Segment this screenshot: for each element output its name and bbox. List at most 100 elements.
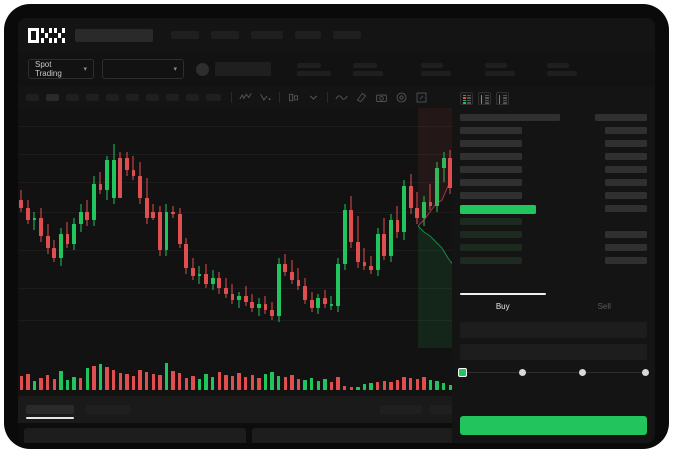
timeframe-30m[interactable]	[86, 93, 99, 101]
price-chart[interactable]	[18, 108, 480, 348]
candle	[151, 108, 156, 348]
market-type-dropdown[interactable]: Spot Trading ▾	[28, 59, 94, 79]
timeframe-more[interactable]	[206, 93, 221, 101]
slider-step-1[interactable]	[518, 369, 526, 376]
order-price-field[interactable]	[460, 322, 647, 338]
volume-bar	[329, 382, 334, 390]
pair-selector-dropdown[interactable]: ▾	[102, 59, 184, 79]
bottom-tab-order-history[interactable]	[86, 396, 130, 423]
header-nav	[171, 31, 361, 39]
orderbook-row[interactable]	[460, 114, 560, 121]
nav-item-5[interactable]	[333, 31, 361, 39]
orderbook-row[interactable]	[460, 192, 522, 199]
candle	[395, 108, 400, 348]
candle	[65, 108, 70, 348]
slider-step-3[interactable]	[641, 369, 649, 376]
volume-bar	[343, 386, 347, 390]
bottom-action-1[interactable]	[380, 405, 422, 414]
nav-item-1[interactable]	[171, 31, 199, 39]
market-type-label: Spot Trading	[35, 60, 62, 78]
candle	[263, 108, 268, 348]
orderbook-row[interactable]	[460, 257, 522, 264]
bottom-panel-left[interactable]	[24, 428, 246, 443]
candlestick-series	[18, 108, 480, 348]
line-tool-icon[interactable]	[335, 91, 348, 104]
timeframe-5m[interactable]	[46, 93, 59, 101]
candle	[144, 108, 149, 348]
pair-avatar	[196, 62, 209, 76]
orderbook-row[interactable]	[460, 218, 522, 225]
volume-bar	[349, 387, 353, 390]
candle	[184, 108, 189, 348]
place-buy-order-button[interactable]	[460, 416, 647, 435]
orderbook-row[interactable]	[460, 231, 522, 238]
orderbook-row[interactable]	[460, 153, 522, 160]
orderbook-mode-asks[interactable]	[496, 92, 509, 105]
slider-track	[464, 372, 643, 373]
amount-percent-slider[interactable]	[457, 366, 649, 380]
candle	[441, 108, 446, 348]
orderbook-row[interactable]	[460, 127, 522, 134]
undo-icon[interactable]	[307, 91, 320, 104]
eraser-icon[interactable]	[355, 91, 368, 104]
order-form	[452, 322, 655, 380]
volume-bar	[395, 380, 400, 390]
orderbook-row[interactable]	[460, 244, 522, 251]
fullscreen-icon[interactable]	[415, 91, 428, 104]
orderbook-row[interactable]	[460, 179, 522, 186]
orderbook-mode-both[interactable]	[460, 92, 473, 105]
orderbook-row[interactable]	[460, 140, 522, 147]
timeframe-15m[interactable]	[66, 93, 79, 101]
orderbook-row-highlighted[interactable]	[460, 205, 536, 214]
timeframe-1d[interactable]	[146, 93, 159, 101]
bottom-action-2[interactable]	[430, 405, 472, 414]
candle	[138, 108, 142, 348]
orderbook-rows[interactable]	[452, 110, 655, 298]
volume-bar	[204, 374, 208, 390]
nav-item-4[interactable]	[295, 31, 321, 39]
candle	[171, 108, 175, 348]
okx-logo[interactable]	[28, 27, 65, 43]
candle	[118, 108, 123, 348]
indicator-icon[interactable]	[239, 91, 252, 104]
slider-step-2[interactable]	[579, 369, 587, 376]
timeframe-1mo[interactable]	[186, 93, 199, 101]
slider-step-0[interactable]	[457, 368, 467, 377]
candle	[217, 108, 222, 348]
timeframe-4h[interactable]	[126, 93, 139, 101]
volume-bar	[19, 376, 23, 390]
volume-bar	[46, 375, 50, 390]
candle	[329, 108, 334, 348]
tab-buy[interactable]: Buy	[452, 293, 554, 319]
candle	[39, 108, 43, 348]
candle	[250, 108, 255, 348]
bottom-tab-open-orders[interactable]	[26, 396, 74, 423]
orderbook-row[interactable]	[460, 166, 522, 173]
compare-icon[interactable]	[259, 91, 272, 104]
tab-sell[interactable]: Sell	[554, 293, 656, 319]
alert-icon[interactable]	[287, 91, 300, 104]
nav-item-2[interactable]	[211, 31, 239, 39]
orderbook-price-cell	[605, 153, 647, 160]
candle	[257, 108, 261, 348]
orderbook-mode-bids[interactable]	[478, 92, 491, 105]
volume-bar	[125, 374, 129, 390]
candle	[408, 108, 413, 348]
volume-bar	[230, 376, 235, 390]
order-amount-field[interactable]	[460, 344, 647, 360]
timeframe-1m[interactable]	[26, 93, 39, 101]
timeframe-1w[interactable]	[166, 93, 179, 101]
volume-bar	[151, 374, 155, 390]
orderbook-mode-group	[452, 86, 655, 110]
volume-bar	[105, 367, 109, 390]
camera-icon[interactable]	[375, 91, 388, 104]
timeframe-1h[interactable]	[106, 93, 119, 101]
volume-bar	[79, 378, 83, 390]
candle	[296, 108, 301, 348]
logo-letter-o	[28, 27, 39, 43]
settings-icon[interactable]	[395, 91, 408, 104]
bottom-panel-right[interactable]	[252, 428, 474, 443]
search-input[interactable]	[75, 28, 153, 42]
nav-item-3[interactable]	[251, 31, 283, 39]
volume-bar	[283, 377, 287, 390]
